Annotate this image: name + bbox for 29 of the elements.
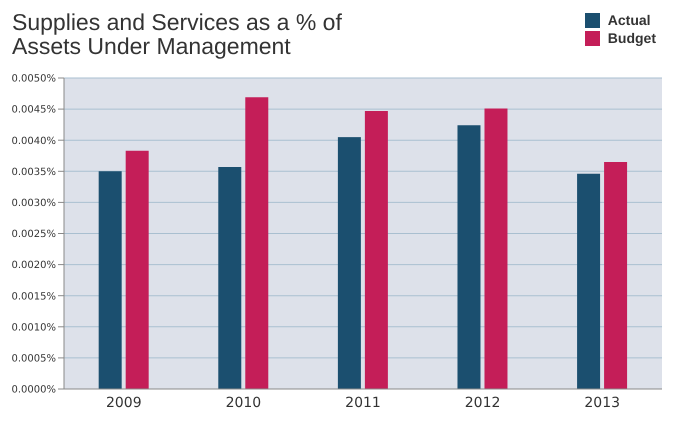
y-tick-label: 0.0050% — [12, 74, 56, 85]
bar — [604, 162, 628, 389]
x-tick-label: 2012 — [464, 394, 500, 411]
legend-label: Budget — [606, 30, 656, 46]
bar — [457, 125, 480, 389]
bar — [577, 174, 600, 389]
y-tick-label: 0.0045% — [12, 104, 56, 116]
y-tick-label: 0.0025% — [12, 229, 56, 240]
bar — [484, 108, 508, 389]
chart-title: Supplies and Services as a % of Assets Under Management — [12, 9, 342, 59]
bar — [218, 166, 242, 389]
bar — [338, 137, 361, 389]
x-tick-label: 2011 — [345, 394, 381, 411]
y-tick-label: 0.0010% — [12, 322, 56, 334]
y-tick-label: 0.0030% — [12, 198, 56, 209]
bar — [245, 97, 268, 389]
bar — [126, 150, 149, 389]
y-tick-label: 0.0020% — [12, 260, 56, 272]
y-tick-label: 0.0035% — [12, 166, 56, 178]
legend-label: Actual — [606, 12, 652, 28]
y-tick-label: 0.0040% — [12, 136, 56, 147]
x-tick-label: 2009 — [106, 394, 142, 411]
bar — [98, 171, 122, 389]
y-tick-label: 0.0000% — [12, 384, 56, 396]
bar — [364, 110, 388, 389]
y-tick-label: 0.0005% — [12, 353, 56, 364]
y-tick-label: 0.0015% — [12, 291, 56, 302]
x-tick-label: 2013 — [584, 394, 620, 411]
x-tick-label: 2010 — [226, 394, 262, 411]
